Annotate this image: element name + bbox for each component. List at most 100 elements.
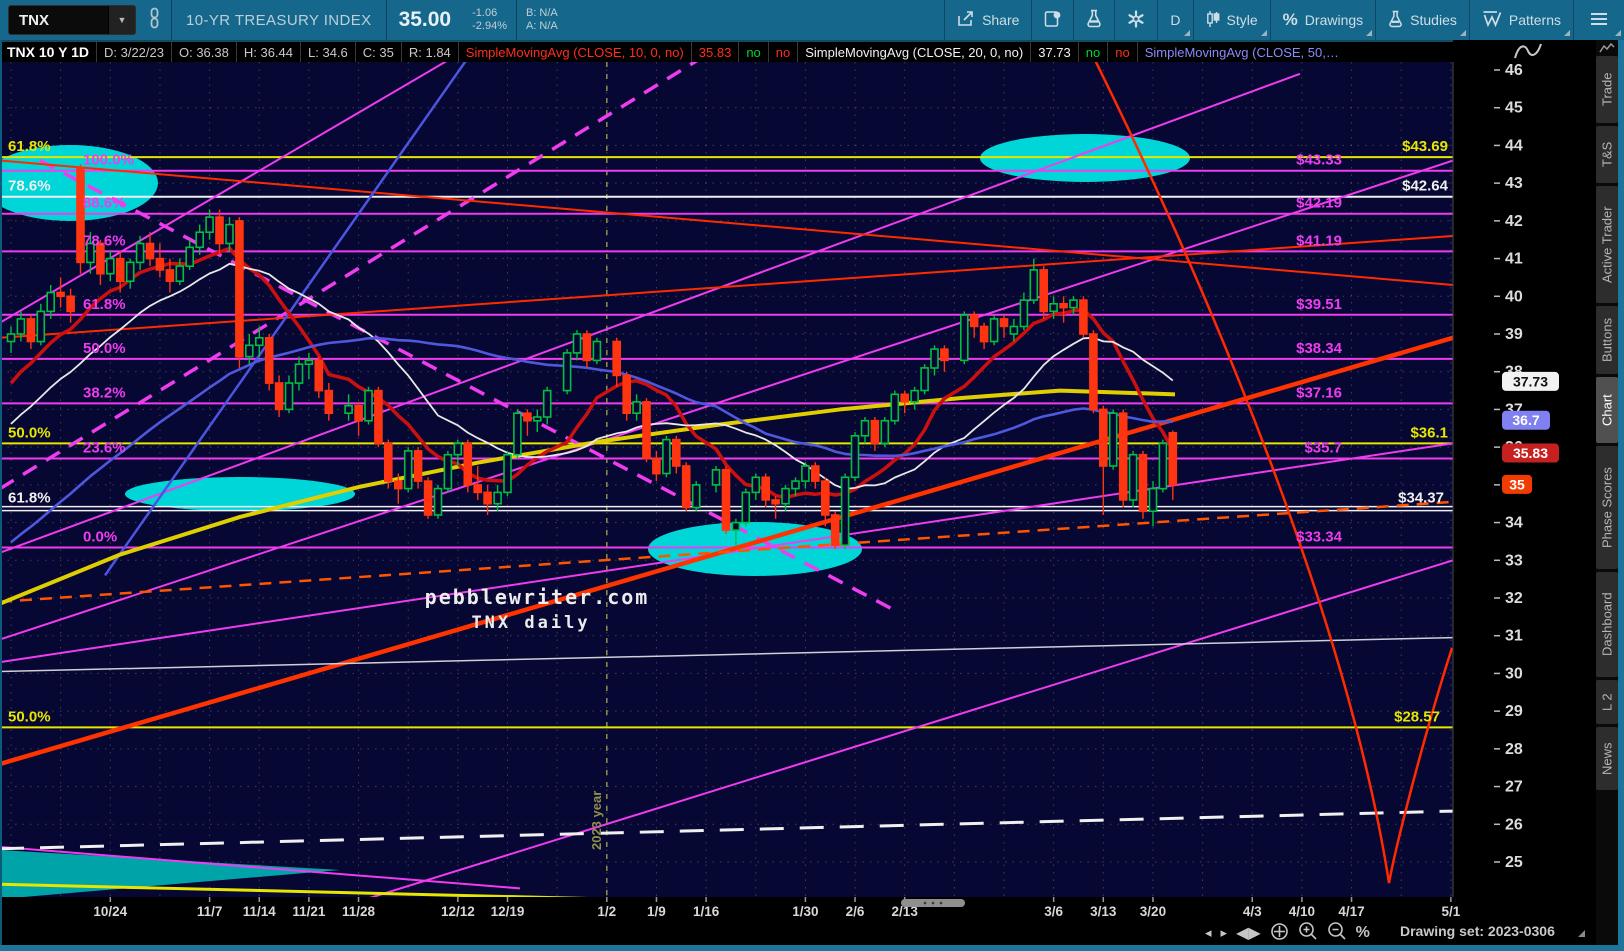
window-bottom-edge bbox=[0, 945, 1624, 951]
sidebar-tab-chart[interactable]: Chart bbox=[1596, 377, 1618, 443]
date-axis[interactable] bbox=[0, 897, 1596, 920]
study-1-label[interactable]: SimpleMovingAvg (CLOSE, 10, 0, no) bbox=[459, 42, 692, 62]
mini-chart-icon[interactable] bbox=[1599, 41, 1615, 59]
price-level-label: $39.51 bbox=[1296, 296, 1342, 313]
beaker-button[interactable] bbox=[1073, 0, 1114, 40]
axis-price-badge: 35.83 bbox=[1502, 443, 1559, 463]
flask-icon bbox=[1086, 9, 1102, 31]
trend-line[interactable] bbox=[0, 882, 980, 908]
menu-button[interactable] bbox=[1573, 0, 1624, 40]
price-level-label: $42.19 bbox=[1296, 195, 1342, 212]
sma-20-line[interactable] bbox=[10, 262, 1174, 490]
onenote-button[interactable]: i bbox=[1031, 0, 1073, 40]
dropdown-corner-icon bbox=[1564, 30, 1570, 36]
ohlc-high: H: 36.44 bbox=[237, 42, 302, 62]
study-1-flag-b[interactable]: no bbox=[769, 42, 799, 62]
share-icon bbox=[957, 10, 975, 30]
expand-horizontal-icon[interactable]: ◀▶ bbox=[1236, 924, 1261, 942]
drawings-button[interactable]: % Drawings bbox=[1269, 0, 1375, 40]
svg-text:36.7: 36.7 bbox=[1512, 412, 1539, 428]
study-1-value: 35.83 bbox=[692, 42, 740, 62]
date-tick-label: 4/10 bbox=[1289, 904, 1315, 919]
settings-button[interactable] bbox=[1114, 0, 1157, 40]
trend-line[interactable] bbox=[0, 72, 1301, 554]
candles-icon bbox=[1206, 10, 1220, 31]
sidebar-tab-l-2[interactable]: L 2 bbox=[1596, 680, 1618, 724]
trend-line[interactable] bbox=[0, 159, 1453, 286]
svg-text:i: i bbox=[1057, 12, 1059, 19]
note-icon: i bbox=[1044, 10, 1061, 31]
arc-trend-line[interactable] bbox=[1085, 62, 1453, 884]
patterns-button[interactable]: Patterns bbox=[1468, 0, 1573, 40]
long-ma-line[interactable] bbox=[0, 388, 1176, 606]
instrument-title: 10-YR TREASURY INDEX bbox=[186, 11, 372, 29]
fib-label: 78.6% bbox=[8, 178, 51, 195]
svg-text:37.73: 37.73 bbox=[1513, 373, 1548, 389]
sidebar-tab-active-trader[interactable]: Active Trader bbox=[1596, 186, 1618, 303]
date-tick-label: 1/9 bbox=[647, 904, 666, 919]
price-chart[interactable]: 61.8% $43.69 100.0% $43.33 78.6% $42.64 88.6% $… bbox=[0, 62, 1596, 945]
toolbar-divider bbox=[385, 0, 387, 40]
candles-layer[interactable] bbox=[6, 164, 1178, 549]
price-level-label: $33.34 bbox=[1296, 528, 1343, 545]
fib-label: 0.0% bbox=[83, 528, 117, 545]
symbol-dropdown-button[interactable]: ▼ bbox=[108, 6, 135, 34]
trend-line[interactable] bbox=[0, 845, 521, 890]
date-tick-label: 11/14 bbox=[243, 904, 277, 919]
study-2-label[interactable]: SimpleMovingAvg (CLOSE, 20, 0, no) bbox=[798, 42, 1032, 62]
style-button[interactable]: Style bbox=[1192, 0, 1270, 40]
sidebar-tab-phase-scores[interactable]: Phase Scores bbox=[1596, 446, 1618, 569]
axis-tick-label: 27 bbox=[1505, 779, 1523, 796]
trend-line[interactable] bbox=[103, 62, 470, 577]
symbol-text: TNX bbox=[19, 11, 49, 29]
study-2-flag-b[interactable]: no bbox=[1108, 42, 1138, 62]
trend-line[interactable] bbox=[0, 500, 1453, 604]
studies-button[interactable]: Studies bbox=[1375, 0, 1469, 40]
sma-10-line[interactable] bbox=[9, 246, 1175, 500]
change-percent: -2.94% bbox=[472, 20, 507, 32]
sidebar-tab-trade[interactable]: Trade bbox=[1596, 56, 1618, 123]
sidebar-tab-news[interactable]: News bbox=[1596, 727, 1618, 790]
sidebar-tab-dashboard[interactable]: Dashboard bbox=[1596, 572, 1618, 677]
axis-tick-label: 25 bbox=[1505, 854, 1523, 871]
squiggle-icon[interactable] bbox=[1453, 40, 1596, 62]
change-value: -1.06 bbox=[472, 7, 498, 19]
percent-zoom-icon[interactable]: % bbox=[1355, 923, 1370, 941]
scroll-left-icon[interactable]: ◂ bbox=[1205, 924, 1212, 940]
trend-line[interactable] bbox=[340, 559, 1453, 907]
study-2-flag-a[interactable]: no bbox=[1079, 42, 1109, 62]
date-tick-label: 3/20 bbox=[1140, 904, 1166, 919]
sidebar-tab-buttons[interactable]: Buttons bbox=[1596, 306, 1618, 374]
price-change: -1.06 -2.94% bbox=[463, 7, 516, 33]
toolbar-buttons: Share i D Style % Drawings Studies bbox=[944, 0, 1624, 40]
trend-line[interactable] bbox=[0, 809, 1453, 851]
dropdown-corner-icon bbox=[1366, 30, 1373, 36]
trend-line[interactable] bbox=[0, 62, 470, 324]
trend-line[interactable] bbox=[0, 62, 700, 491]
resize-corner-icon[interactable] bbox=[1578, 930, 1585, 937]
study-3-label[interactable]: SimpleMovingAvg (CLOSE, 50,… bbox=[1144, 44, 1339, 60]
date-tick-label: 5/1 bbox=[1441, 904, 1460, 919]
price-level-label: $43.33 bbox=[1296, 152, 1342, 169]
sidebar-tab-t-s[interactable]: T&S bbox=[1596, 126, 1618, 183]
symbol-selector[interactable]: TNX ▼ bbox=[8, 5, 136, 35]
scroll-right-icon[interactable]: ▸ bbox=[1220, 924, 1228, 940]
axis-tick-label: 29 bbox=[1505, 703, 1523, 720]
study-1-flag-a[interactable]: no bbox=[739, 42, 769, 62]
aggregation-button[interactable]: D bbox=[1157, 0, 1192, 40]
date-tick-label: 11/7 bbox=[197, 904, 223, 919]
trend-line[interactable] bbox=[0, 636, 1453, 673]
drawing-set-label[interactable]: Drawing set: 2023-0306 bbox=[1400, 923, 1555, 939]
pan-icon[interactable] bbox=[1270, 922, 1289, 944]
price-level-label: $36.1 bbox=[1410, 424, 1448, 441]
study-2-value: 37.73 bbox=[1031, 42, 1079, 62]
share-button[interactable]: Share bbox=[944, 0, 1031, 40]
window-left-edge bbox=[0, 40, 2, 945]
axis-price-badge: 37.73 bbox=[1502, 371, 1559, 391]
axis-tick-label: 45 bbox=[1505, 100, 1523, 117]
zoom-out-icon[interactable] bbox=[1327, 921, 1347, 944]
trend-line[interactable] bbox=[0, 159, 1453, 641]
zoom-in-icon[interactable] bbox=[1298, 921, 1318, 944]
link-icon[interactable] bbox=[148, 7, 161, 34]
chart-scrollbar[interactable] bbox=[901, 899, 965, 907]
